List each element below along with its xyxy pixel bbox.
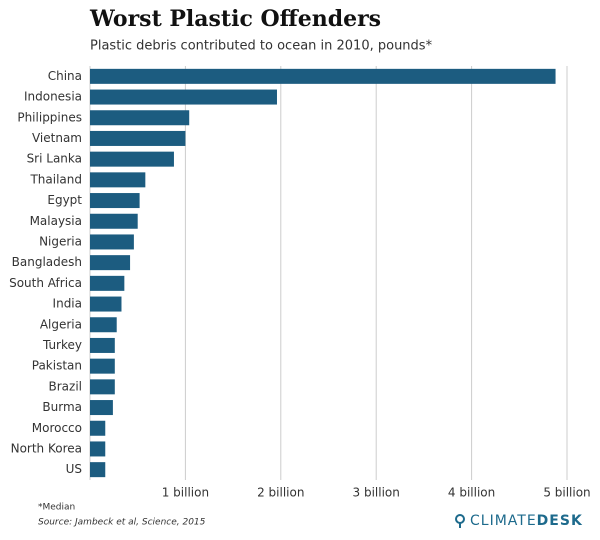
y-tick-label: US bbox=[66, 462, 82, 476]
bar bbox=[90, 462, 106, 478]
x-tick-label: 1 billion bbox=[162, 486, 209, 500]
y-tick-label: North Korea bbox=[11, 441, 82, 455]
x-tick-label: 3 billion bbox=[353, 486, 400, 500]
y-tick-label: Nigeria bbox=[39, 234, 82, 248]
bar bbox=[90, 296, 122, 312]
bar bbox=[90, 89, 277, 105]
logo-word: DESK bbox=[537, 513, 583, 529]
bar bbox=[90, 172, 146, 188]
bar bbox=[90, 441, 106, 457]
bar bbox=[90, 213, 138, 229]
y-tick-label: Vietnam bbox=[32, 131, 82, 145]
bar bbox=[90, 234, 134, 250]
y-tick-label: Algeria bbox=[40, 317, 82, 331]
bar bbox=[90, 317, 117, 333]
y-tick-label: Thailand bbox=[29, 172, 82, 186]
bar bbox=[90, 151, 174, 167]
y-tick-label: South Africa bbox=[9, 276, 82, 290]
y-tick-label: China bbox=[48, 69, 82, 83]
bar bbox=[90, 379, 115, 395]
y-tick-label: Pakistan bbox=[32, 359, 82, 373]
bar bbox=[90, 255, 131, 271]
x-tick-label: 4 billion bbox=[448, 486, 495, 500]
y-tick-label: Sri Lanka bbox=[27, 152, 82, 166]
logo-text: CLIMATEDESK bbox=[470, 513, 583, 529]
bar bbox=[90, 193, 140, 209]
logo-word: CLIMATE bbox=[470, 513, 537, 529]
chart-title: Worst Plastic Offenders bbox=[89, 6, 381, 32]
logo-icon bbox=[455, 514, 465, 524]
bar bbox=[90, 420, 106, 436]
logo: CLIMATEDESK bbox=[455, 513, 583, 529]
source: Source: Jambeck et al, Science, 2015 bbox=[38, 518, 206, 528]
bar bbox=[90, 400, 113, 416]
y-tick-label: Malaysia bbox=[30, 214, 82, 228]
footnote: *Median bbox=[38, 503, 75, 513]
bar bbox=[90, 110, 190, 126]
y-tick-label: Morocco bbox=[32, 421, 82, 435]
y-tick-label: Indonesia bbox=[24, 90, 82, 104]
bar bbox=[90, 358, 115, 374]
bar bbox=[90, 275, 125, 291]
y-tick-label: Philippines bbox=[17, 110, 82, 124]
bar bbox=[90, 337, 115, 353]
chart-subtitle: Plastic debris contributed to ocean in 2… bbox=[90, 39, 433, 54]
bar bbox=[90, 68, 556, 84]
y-tick-label: Turkey bbox=[42, 338, 82, 352]
y-tick-label: India bbox=[53, 297, 82, 311]
bar bbox=[90, 130, 186, 146]
y-tick-label: Burma bbox=[42, 400, 82, 414]
x-tick-label: 5 billion bbox=[543, 486, 590, 500]
y-tick-label: Brazil bbox=[49, 379, 83, 393]
y-tick-label: Egypt bbox=[47, 193, 82, 207]
y-tick-label: Bangladesh bbox=[12, 255, 82, 269]
x-tick-label: 2 billion bbox=[257, 486, 304, 500]
